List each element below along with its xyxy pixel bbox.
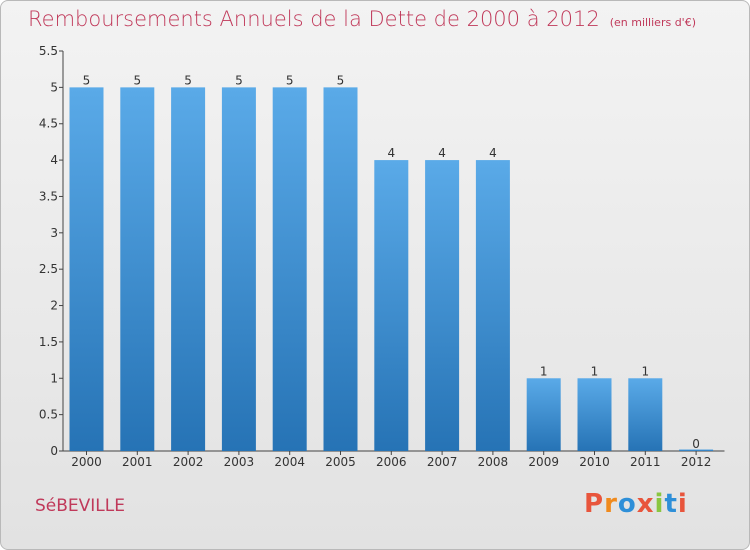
- bar: [526, 378, 561, 451]
- y-tick-label: 2: [50, 299, 58, 313]
- bar: [323, 87, 358, 451]
- y-tick-label: 3.5: [39, 189, 58, 203]
- data-label: 5: [286, 73, 294, 87]
- data-label: 1: [641, 364, 649, 378]
- chart-labels: 2000 5 2001 5 2002 5 2003 5 2004 5 2005 5 2006 4 2007 4…: [71, 73, 711, 469]
- x-tick-label: 2003: [224, 455, 255, 469]
- x-tick-label: 2010: [579, 455, 610, 469]
- commune-name: SéBEVILLE: [35, 496, 125, 516]
- bar: [679, 449, 714, 451]
- chart-axes: 0 0.5 1 1.5 2 2.5 3 3.5 4 4.5 5 5.5: [39, 44, 725, 458]
- x-tick-label: 2000: [71, 455, 102, 469]
- data-label: 4: [387, 146, 395, 160]
- y-tick-label: 2.5: [39, 262, 58, 276]
- x-tick-label: 2006: [376, 455, 407, 469]
- bar: [425, 160, 460, 451]
- data-label: 4: [438, 146, 446, 160]
- logo-letter: o: [617, 489, 637, 519]
- x-tick-label: 2002: [173, 455, 204, 469]
- bar: [171, 87, 206, 451]
- x-tick-label: 2009: [528, 455, 559, 469]
- bar: [272, 87, 307, 451]
- data-label: 1: [540, 364, 548, 378]
- bar: [475, 160, 510, 451]
- bar: [69, 87, 104, 451]
- chart-title-main: Remboursements Annuels de la Dette de 20…: [28, 7, 600, 31]
- bar: [628, 378, 663, 451]
- y-tick-label: 0: [50, 444, 58, 458]
- x-tick-label: 2008: [478, 455, 509, 469]
- logo-letter: x: [636, 489, 655, 519]
- y-tick-label: 1: [50, 371, 58, 385]
- logo-letter: t: [664, 489, 678, 519]
- x-tick-label: 2001: [122, 455, 153, 469]
- data-label: 0: [692, 437, 700, 451]
- logo-letter: r: [604, 489, 618, 519]
- x-tick-label: 2004: [274, 455, 305, 469]
- x-tick-label: 2007: [427, 455, 458, 469]
- logo-letter: i: [654, 489, 665, 519]
- data-label: 5: [133, 73, 141, 87]
- logo-letter: i: [677, 489, 688, 519]
- bar: [577, 378, 612, 451]
- data-label: 4: [489, 146, 497, 160]
- data-label: 5: [235, 73, 243, 87]
- data-label: 5: [337, 73, 345, 87]
- y-tick-label: 3: [50, 226, 58, 240]
- y-tick-label: 4.5: [39, 117, 58, 131]
- bar: [221, 87, 256, 451]
- data-label: 5: [184, 73, 192, 87]
- chart-title: Remboursements Annuels de la Dette de 20…: [28, 7, 696, 31]
- data-label: 1: [591, 364, 599, 378]
- y-tick-label: 5: [50, 80, 58, 94]
- bar: [120, 87, 155, 451]
- y-tick-label: 1.5: [39, 335, 58, 349]
- proxiti-logo[interactable]: Proxiti: [584, 489, 688, 519]
- chart-title-unit: (en milliers d'€): [609, 16, 696, 29]
- data-label: 5: [83, 73, 91, 87]
- y-tick-label: 0.5: [39, 408, 58, 422]
- y-tick-label: 4: [50, 153, 58, 167]
- x-tick-label: 2012: [681, 455, 712, 469]
- bar: [374, 160, 409, 451]
- chart-bars: [69, 87, 714, 451]
- y-tick-label: 5.5: [39, 44, 58, 58]
- x-tick-label: 2011: [630, 455, 661, 469]
- x-tick-label: 2005: [325, 455, 356, 469]
- logo-letter: P: [584, 489, 605, 519]
